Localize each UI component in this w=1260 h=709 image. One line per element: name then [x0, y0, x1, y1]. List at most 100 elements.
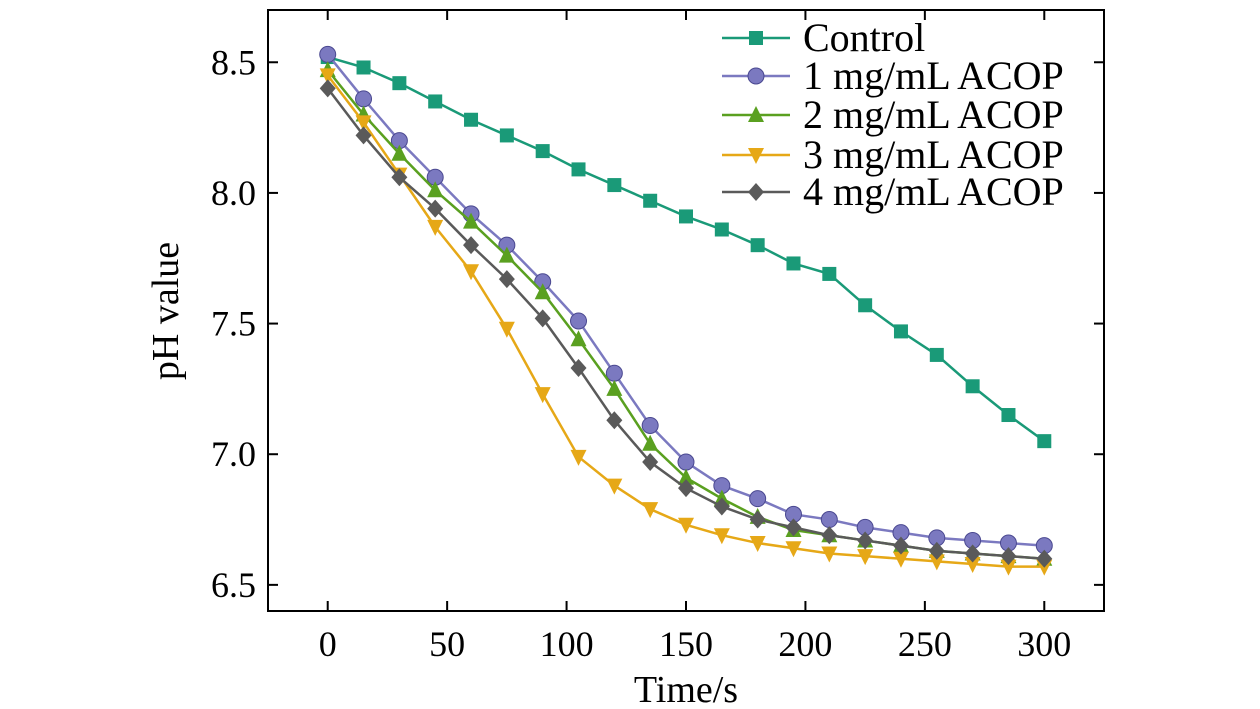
data-point [785, 518, 802, 537]
legend-item: 3 mg/mL ACOP [722, 132, 1064, 177]
data-point [820, 511, 838, 529]
data-point [392, 76, 407, 91]
data-point [463, 236, 480, 255]
y-tick-label: 8.0 [211, 173, 256, 213]
data-point [463, 212, 480, 229]
legend-label: 4 mg/mL ACOP [803, 169, 1064, 214]
data-point [929, 347, 944, 362]
data-point [606, 411, 623, 430]
legend-marker [748, 148, 764, 164]
data-point [749, 510, 766, 529]
data-point [355, 90, 373, 108]
data-point [641, 416, 659, 434]
x-tick-label: 0 [319, 624, 337, 664]
data-point [498, 246, 515, 263]
data-point [678, 479, 694, 498]
data-point [893, 324, 908, 339]
data-point [1036, 549, 1053, 568]
legend-label: 1 mg/mL ACOP [803, 53, 1064, 98]
data-point [928, 541, 945, 560]
data-point [571, 162, 586, 177]
data-point [713, 528, 730, 545]
data-point [786, 256, 801, 271]
legend-label: Control [803, 15, 925, 60]
data-point [355, 115, 372, 132]
data-point [1000, 559, 1017, 576]
series-3 [319, 68, 1053, 576]
data-point [463, 264, 480, 281]
y-axis-label: pH value [145, 242, 187, 380]
data-point [427, 199, 444, 218]
data-point [606, 379, 623, 396]
data-point [428, 94, 443, 109]
series-4 [319, 79, 1053, 568]
data-point [427, 219, 444, 236]
data-point [964, 556, 981, 573]
y-tick-label: 6.5 [211, 565, 256, 605]
data-point [605, 364, 623, 382]
data-point [1000, 547, 1017, 566]
data-point [678, 517, 694, 534]
data-point [570, 312, 588, 330]
data-point [822, 266, 837, 281]
data-point [642, 434, 659, 451]
data-point [534, 387, 551, 404]
legend-marker [749, 31, 763, 45]
data-point [535, 144, 550, 159]
x-tick-label: 300 [1017, 624, 1071, 664]
x-tick-label: 200 [778, 624, 832, 664]
data-point [319, 68, 336, 85]
data-point [534, 283, 551, 300]
data-point [642, 502, 659, 519]
data-point [749, 536, 766, 553]
legend-item: 2 mg/mL ACOP [722, 92, 1064, 137]
data-point [498, 270, 515, 289]
data-point [678, 468, 694, 485]
data-point [821, 546, 838, 563]
data-point [858, 298, 873, 313]
data-point [892, 536, 909, 555]
data-point [319, 79, 336, 98]
data-point [857, 531, 874, 550]
data-point [606, 478, 623, 495]
data-point [319, 45, 337, 63]
data-point [965, 379, 980, 394]
data-point [570, 330, 587, 347]
data-point [857, 549, 874, 566]
legend-item: Control [722, 15, 925, 60]
x-tick-label: 250 [898, 624, 952, 664]
data-point [749, 490, 767, 508]
data-point [713, 497, 730, 516]
legend-item: 1 mg/mL ACOP [722, 53, 1064, 98]
data-point [570, 358, 587, 377]
x-tick-label: 100 [540, 624, 594, 664]
data-point [607, 178, 622, 193]
legend-marker [747, 67, 765, 85]
data-point [821, 526, 838, 545]
y-tick-label: 7.5 [211, 304, 256, 344]
data-point [1001, 408, 1016, 423]
data-point [1037, 434, 1052, 449]
data-point [464, 112, 479, 127]
data-point [498, 321, 515, 338]
data-point [355, 126, 372, 145]
data-point [391, 168, 408, 187]
data-point [642, 453, 659, 472]
legend-label: 3 mg/mL ACOP [803, 132, 1064, 177]
legend-marker [748, 183, 764, 201]
data-point [534, 309, 551, 328]
data-point [892, 551, 909, 568]
legend-item: 4 mg/mL ACOP [722, 169, 1064, 214]
data-point [427, 181, 444, 198]
data-point [643, 193, 658, 208]
data-point [714, 222, 729, 237]
data-point [356, 60, 371, 75]
data-point [750, 238, 765, 253]
y-tick-label: 7.0 [211, 434, 256, 474]
series-0 [320, 50, 1052, 449]
data-point [391, 144, 408, 161]
data-point [679, 209, 693, 224]
x-tick-label: 150 [659, 624, 713, 664]
data-point [964, 544, 981, 563]
